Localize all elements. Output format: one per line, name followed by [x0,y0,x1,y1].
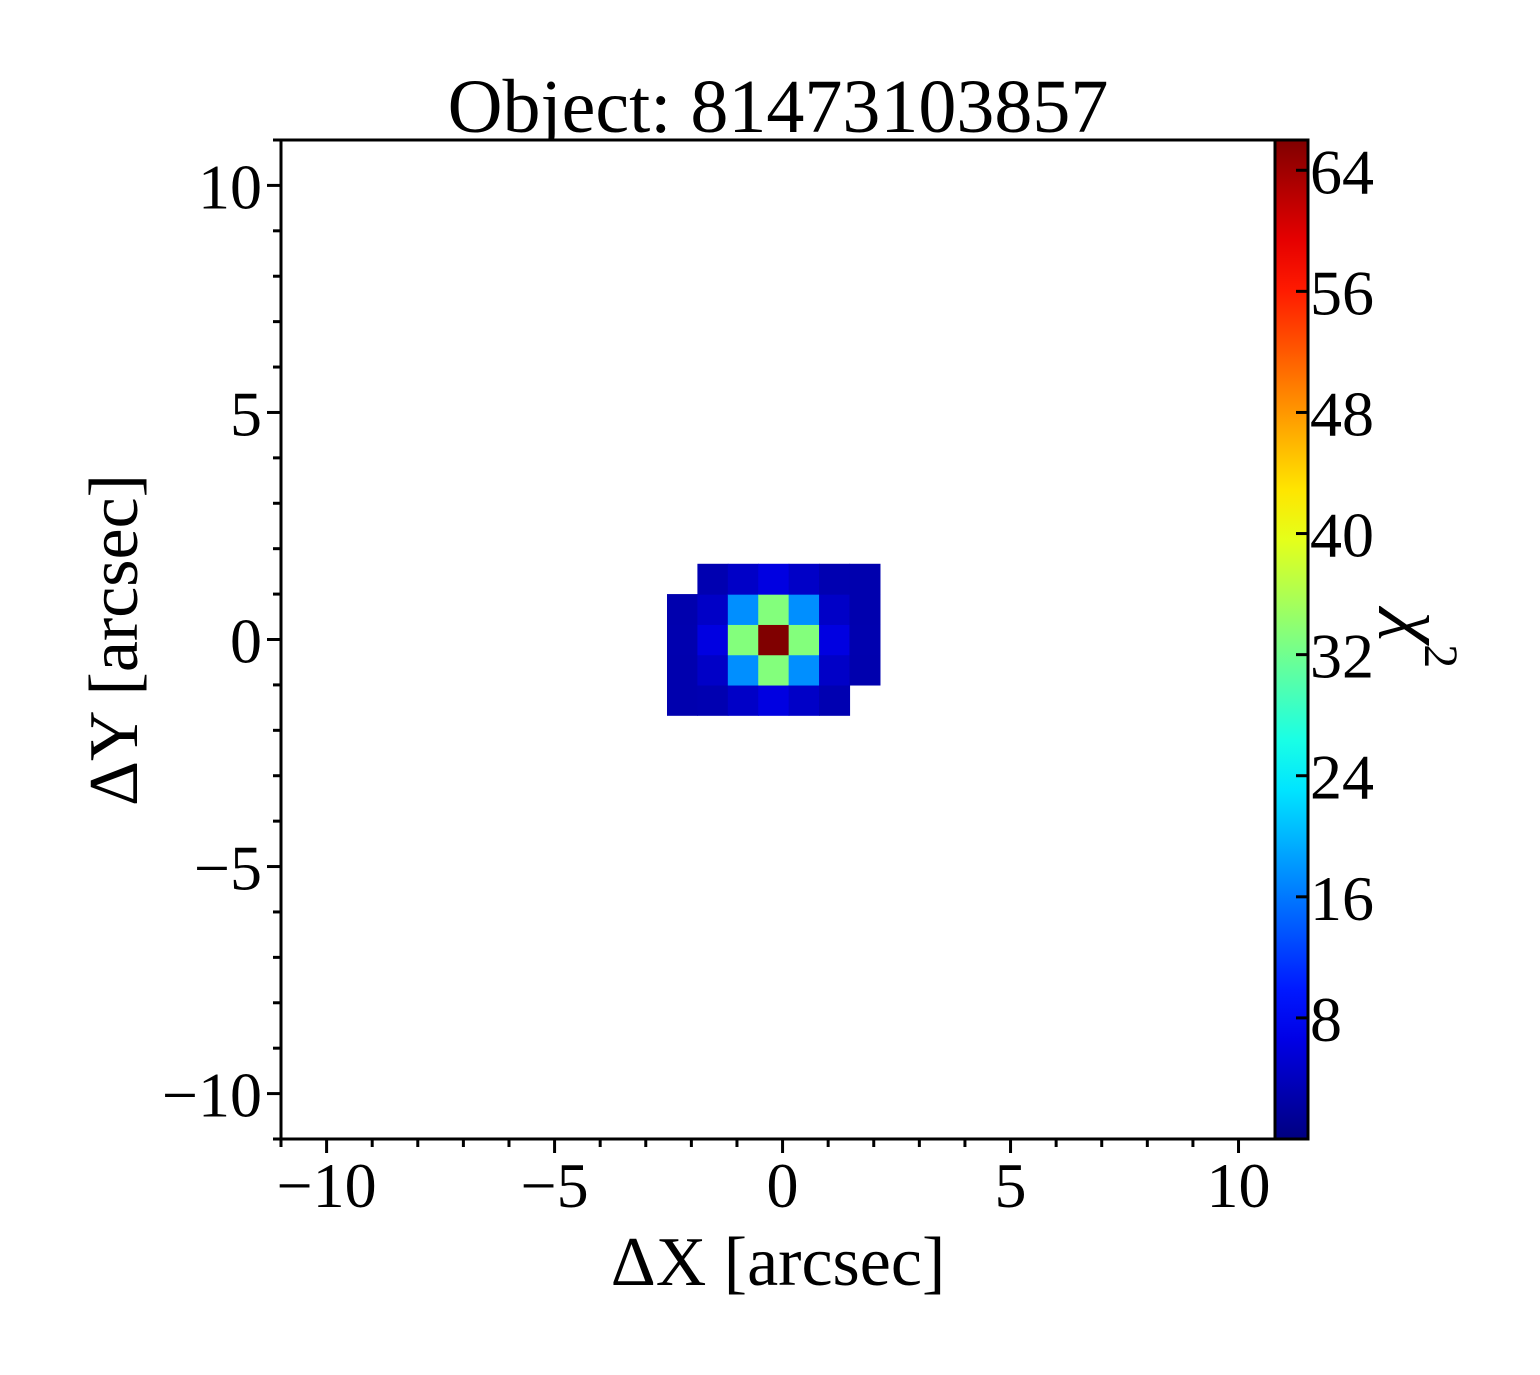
x-axis-label: ΔX [arcsec] [611,1224,946,1301]
heatmap-cells [666,563,881,716]
colorbar: 8 16 24 32 40 48 56 64 χ2 [1273,136,1467,1141]
colorbar-tick-label: 16 [1310,863,1374,934]
heatmap-cell [727,594,759,625]
heatmap-cell [819,654,851,686]
heatmap-cell [666,624,699,656]
x-tick-label: −5 [521,1150,589,1221]
y-tick-label: −5 [194,833,262,904]
x-tick-label: 0 [767,1150,799,1221]
colorbar-tick-label: 32 [1310,621,1374,692]
heatmap-cell [819,563,851,595]
heatmap-cell [788,624,820,656]
y-tick-label: 10 [198,151,262,222]
heatmap-cell [849,594,881,625]
heatmap-cell [819,624,851,656]
y-tick-label: −10 [162,1060,262,1131]
heatmap-cell [849,654,881,686]
heatmap-cell [697,624,729,656]
y-tick-label: 5 [230,378,262,449]
heatmap-cell [666,684,699,716]
plot-area [279,138,1277,1141]
heatmap-cell [819,684,851,716]
x-tick-label: 10 [1207,1150,1271,1221]
heatmap-cell [727,684,759,716]
heatmap-cell [758,654,790,686]
heatmap-cell [788,563,820,595]
heatmap-cell [666,594,699,625]
heatmap-cell [697,594,729,625]
x-tick-label: −10 [277,1150,377,1221]
heatmap-cell [849,563,881,595]
colorbar-tick-label: 48 [1310,378,1374,449]
heatmap-cell [727,624,759,656]
heatmap-cell [788,654,820,686]
heatmap-cell [758,594,790,625]
y-axis-label: ΔY [arcsec] [76,474,153,806]
colorbar-label: χ2 [1378,606,1467,669]
heatmap-cell [727,563,759,595]
heatmap-cell [788,684,820,716]
colorbar-tick-label: 56 [1310,257,1374,328]
heatmap-cell [666,654,699,686]
heatmap-cell [697,563,729,595]
y-axis-ticks: −10 −5 0 5 10 [162,138,281,1141]
heatmap-cell [727,654,759,686]
colorbar-tick-label: 40 [1310,500,1374,571]
colorbar-tick-label: 8 [1310,984,1342,1055]
heatmap-cell [697,684,729,716]
x-tick-label: 5 [995,1150,1027,1221]
chart-title: Object: 81473103857 [448,65,1109,149]
colorbar-gradient [1273,138,1310,1141]
colorbar-tick-label: 24 [1310,742,1374,813]
colorbar-ticks: 8 16 24 32 40 48 56 64 [1296,136,1374,1055]
x-axis-ticks: −10 −5 0 5 10 [277,1139,1271,1221]
heatmap-cell [849,624,881,656]
heatmap-cell [758,684,790,716]
heatmap-cell [697,654,729,686]
heatmap-cell [819,594,851,625]
heatmap-cell [758,624,790,656]
y-tick-label: 0 [230,606,262,677]
colorbar-tick-label: 64 [1310,136,1374,207]
heatmap-cell [788,594,820,625]
heatmap-cell [758,563,790,595]
